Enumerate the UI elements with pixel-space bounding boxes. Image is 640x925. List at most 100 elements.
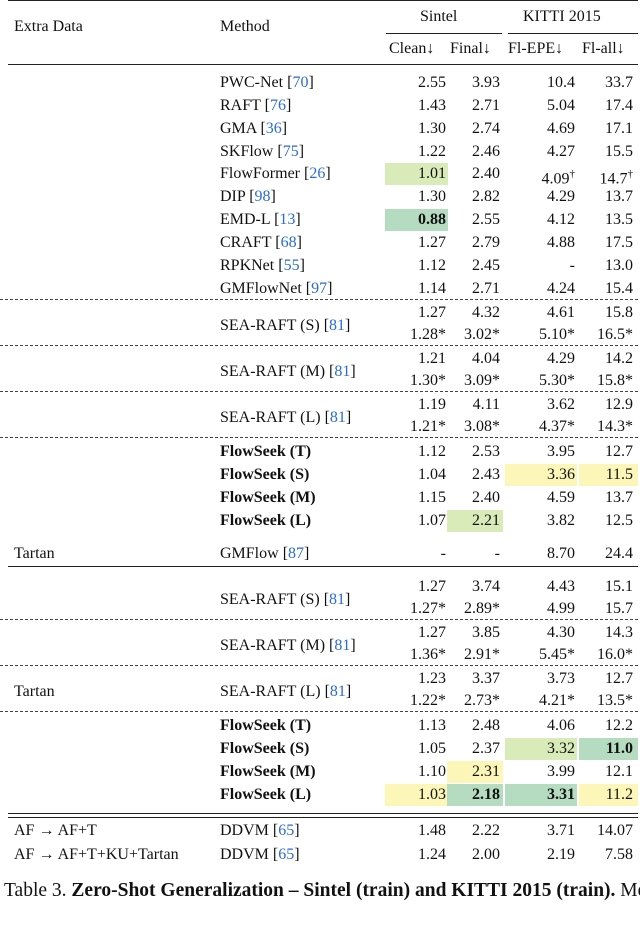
- citation-number[interactable]: 68: [280, 234, 297, 251]
- method-name: DDVM [65]: [220, 845, 300, 865]
- citation-link[interactable]: [76]: [260, 97, 292, 114]
- citation-link[interactable]: [26]: [300, 165, 331, 182]
- citation-number[interactable]: 98: [254, 188, 271, 205]
- value-cell: 4.09†: [541, 168, 576, 188]
- citation-link[interactable]: [81]: [319, 316, 351, 334]
- citation-number[interactable]: 76: [269, 97, 286, 114]
- citation-number[interactable]: 81: [329, 408, 346, 426]
- citation-number[interactable]: 36: [265, 120, 282, 137]
- citation-number[interactable]: 87: [288, 545, 305, 562]
- citation-number[interactable]: 81: [329, 682, 346, 700]
- value-cell: 2.55: [418, 74, 446, 91]
- highlight-cell: [505, 738, 577, 760]
- value-cell: 12.2: [605, 717, 633, 734]
- method-name: SEA-RAFT (M) [81]: [220, 636, 356, 656]
- value-cell: 33.7: [605, 74, 633, 91]
- highlight-cell: [385, 163, 448, 185]
- method-label: GMFlowNet: [220, 280, 302, 297]
- value-cell: 4.30: [547, 624, 575, 641]
- value-cell: 1.07: [418, 512, 446, 529]
- value-cell: 2.37: [472, 740, 500, 757]
- citation-link[interactable]: [81]: [325, 636, 356, 654]
- citation-link[interactable]: [55]: [274, 257, 305, 274]
- method-label: FlowSeek (M): [220, 489, 316, 506]
- value-cell: 2.73*: [464, 692, 500, 709]
- value-cell: 12.1: [605, 763, 633, 780]
- citation-link[interactable]: [81]: [325, 362, 356, 380]
- citation-number[interactable]: 70: [292, 74, 309, 91]
- citation-link[interactable]: [65]: [268, 822, 300, 839]
- citation-number[interactable]: 55: [283, 257, 300, 274]
- citation-link[interactable]: [65]: [268, 846, 300, 863]
- citation-link[interactable]: [13]: [270, 211, 301, 228]
- value-cell: 2.46: [472, 143, 500, 160]
- value-cell: 15.8: [605, 304, 633, 321]
- method-label: FlowSeek (T): [220, 443, 312, 460]
- method-name: GMFlow [87]: [220, 544, 309, 564]
- value-cell: 3.36: [547, 466, 575, 483]
- method-name: SEA-RAFT (L) [81]: [220, 682, 351, 702]
- row-divider-solid: [8, 817, 638, 818]
- citation-number[interactable]: 81: [329, 590, 346, 608]
- citation-link[interactable]: [98]: [245, 188, 276, 205]
- citation-number[interactable]: 81: [329, 316, 346, 334]
- method-name: CRAFT [68]: [220, 233, 302, 253]
- citation-link[interactable]: [87]: [278, 545, 310, 562]
- value-cell: 1.14: [418, 280, 446, 297]
- value-cell: 17.1: [605, 120, 633, 137]
- citation-number[interactable]: 13: [279, 211, 296, 228]
- citation-number[interactable]: 75: [282, 143, 299, 160]
- citation-link[interactable]: [70]: [283, 74, 314, 91]
- value-cell: 2.40: [472, 165, 500, 182]
- method-label: FlowSeek (T): [220, 717, 312, 734]
- method-name: GMA [36]: [220, 119, 287, 139]
- citation-number[interactable]: 81: [334, 362, 351, 380]
- extra-data-cell: Tartan: [14, 545, 55, 562]
- citation-link[interactable]: [97]: [301, 280, 333, 297]
- method-name: FlowSeek (L): [220, 785, 311, 805]
- citation-link[interactable]: [68]: [271, 234, 302, 251]
- value-cell: 0.88: [418, 211, 446, 228]
- value-cell: 11.0: [605, 740, 633, 757]
- value-cell: 2.91*: [464, 646, 500, 663]
- value-cell: 1.23: [418, 670, 446, 687]
- method-name: SEA-RAFT (S) [81]: [220, 316, 350, 336]
- value-cell: 2.71: [472, 97, 500, 114]
- citation-link[interactable]: [81]: [319, 590, 351, 608]
- value-cell: 15.5: [605, 143, 633, 160]
- highlight-cell: [579, 464, 638, 486]
- citation-number[interactable]: 97: [311, 280, 328, 297]
- method-label: SEA-RAFT (M): [220, 362, 326, 380]
- value-cell: 1.04: [418, 466, 446, 483]
- value-cell: 1.30*: [410, 372, 446, 389]
- value-cell: 1.28*: [410, 326, 446, 343]
- citation-number[interactable]: 81: [334, 636, 351, 654]
- value-cell: 1.10: [418, 763, 446, 780]
- value-cell: 2.89*: [464, 600, 500, 617]
- value-cell: 24.4: [605, 545, 633, 562]
- top-rule: [8, 0, 638, 1]
- value-cell: 2.22: [472, 822, 500, 839]
- citation-number[interactable]: 65: [278, 846, 295, 863]
- value-cell: 1.12: [418, 443, 446, 460]
- method-label: FlowFormer: [220, 165, 300, 182]
- value-cell: 10.4: [547, 74, 575, 91]
- value-cell: 1.48: [418, 822, 446, 839]
- method-label: DDVM: [220, 822, 269, 839]
- citation-link[interactable]: [81]: [320, 408, 352, 426]
- value-cell: 3.32: [547, 740, 575, 757]
- citation-link[interactable]: [36]: [256, 120, 288, 137]
- value-cell: 4.21*: [539, 692, 575, 709]
- citation-link[interactable]: [75]: [273, 143, 305, 160]
- citation-link[interactable]: [81]: [320, 682, 352, 700]
- value-cell: 3.37: [472, 670, 500, 687]
- method-name: SEA-RAFT (M) [81]: [220, 362, 356, 382]
- citation-number[interactable]: 26: [309, 165, 326, 182]
- value-cell: 11.2: [605, 786, 633, 803]
- value-cell: 2.74: [472, 120, 500, 137]
- value-cell: 4.24: [547, 280, 575, 297]
- table-caption: Table 3. Zero-Shot Generalization – Sint…: [4, 879, 640, 903]
- highlight-cell: [447, 784, 503, 806]
- value-cell: 1.27*: [410, 600, 446, 617]
- citation-number[interactable]: 65: [278, 822, 295, 839]
